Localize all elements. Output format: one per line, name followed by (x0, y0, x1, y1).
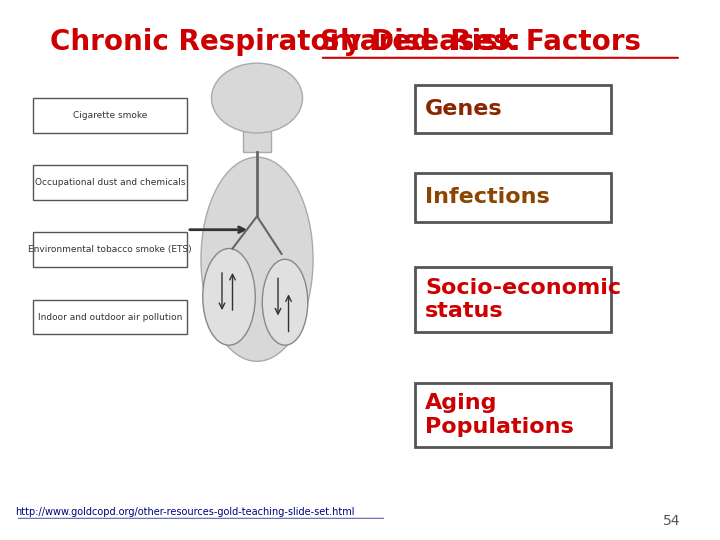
Text: 54: 54 (663, 514, 680, 528)
FancyBboxPatch shape (415, 383, 611, 447)
Text: Socio-economic
status: Socio-economic status (425, 278, 621, 321)
Ellipse shape (201, 157, 313, 361)
FancyBboxPatch shape (415, 267, 611, 332)
Text: Genes: Genes (425, 99, 503, 119)
Text: Shared  Risk Factors: Shared Risk Factors (320, 28, 641, 56)
Text: Infections: Infections (425, 187, 550, 207)
Ellipse shape (203, 248, 256, 345)
Text: Occupational dust and chemicals: Occupational dust and chemicals (35, 178, 185, 187)
Text: Environmental tobacco smoke (ETS): Environmental tobacco smoke (ETS) (28, 245, 192, 254)
Text: Indoor and outdoor air pollution: Indoor and outdoor air pollution (37, 313, 182, 321)
FancyBboxPatch shape (415, 173, 611, 221)
FancyBboxPatch shape (33, 232, 187, 267)
FancyBboxPatch shape (415, 85, 611, 133)
Ellipse shape (262, 259, 307, 345)
Circle shape (212, 63, 302, 133)
FancyBboxPatch shape (33, 165, 187, 200)
FancyBboxPatch shape (33, 300, 187, 334)
Text: Chronic Respiratory Diseases:: Chronic Respiratory Diseases: (50, 28, 531, 56)
Text: Aging
Populations: Aging Populations (425, 394, 574, 437)
Text: Cigarette smoke: Cigarette smoke (73, 111, 147, 120)
FancyBboxPatch shape (33, 98, 187, 133)
FancyBboxPatch shape (243, 114, 271, 152)
Text: http://www.goldcopd.org/other-resources-gold-teaching-slide-set.html: http://www.goldcopd.org/other-resources-… (15, 507, 355, 517)
